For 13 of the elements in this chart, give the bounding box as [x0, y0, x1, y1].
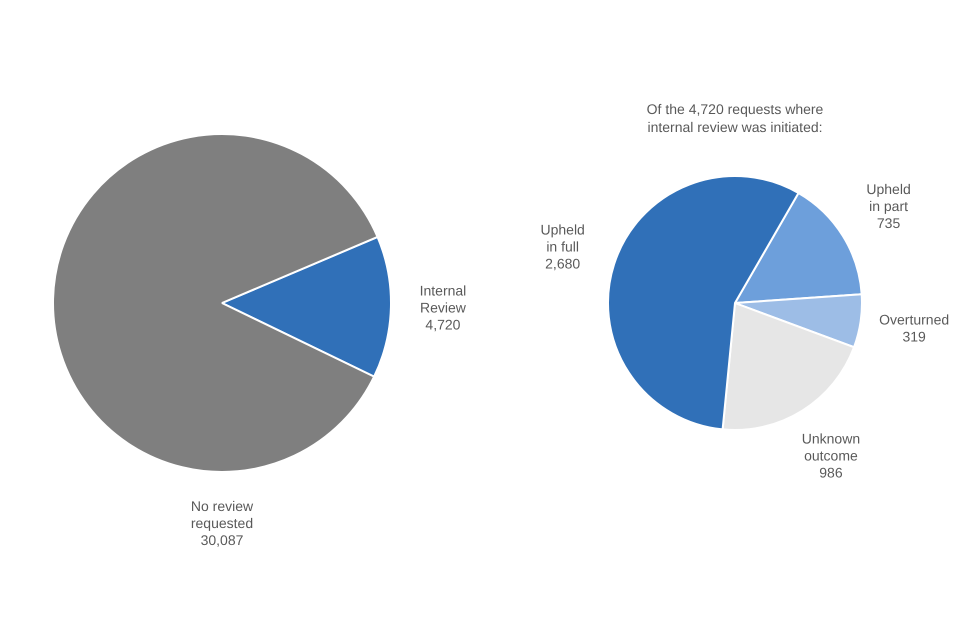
data-label: 2,680	[545, 256, 580, 272]
slice-label: Internal Review	[420, 282, 467, 316]
slice-label: No review requested	[190, 498, 254, 531]
slice-label: Unknown outcome	[802, 430, 860, 464]
slice-label: Overturned	[879, 311, 950, 328]
data-label: 319	[902, 328, 926, 344]
slice-label: Upheld in full	[540, 222, 585, 255]
data-label: 735	[876, 215, 900, 232]
slice-label: Upheld in part	[866, 181, 911, 214]
data-label: 4,720	[425, 316, 461, 332]
chart-title: Of the 4,720 requests where internal review was initiated:	[646, 100, 824, 135]
data-label: 986	[819, 464, 843, 480]
data-label: 30,087	[200, 532, 244, 548]
